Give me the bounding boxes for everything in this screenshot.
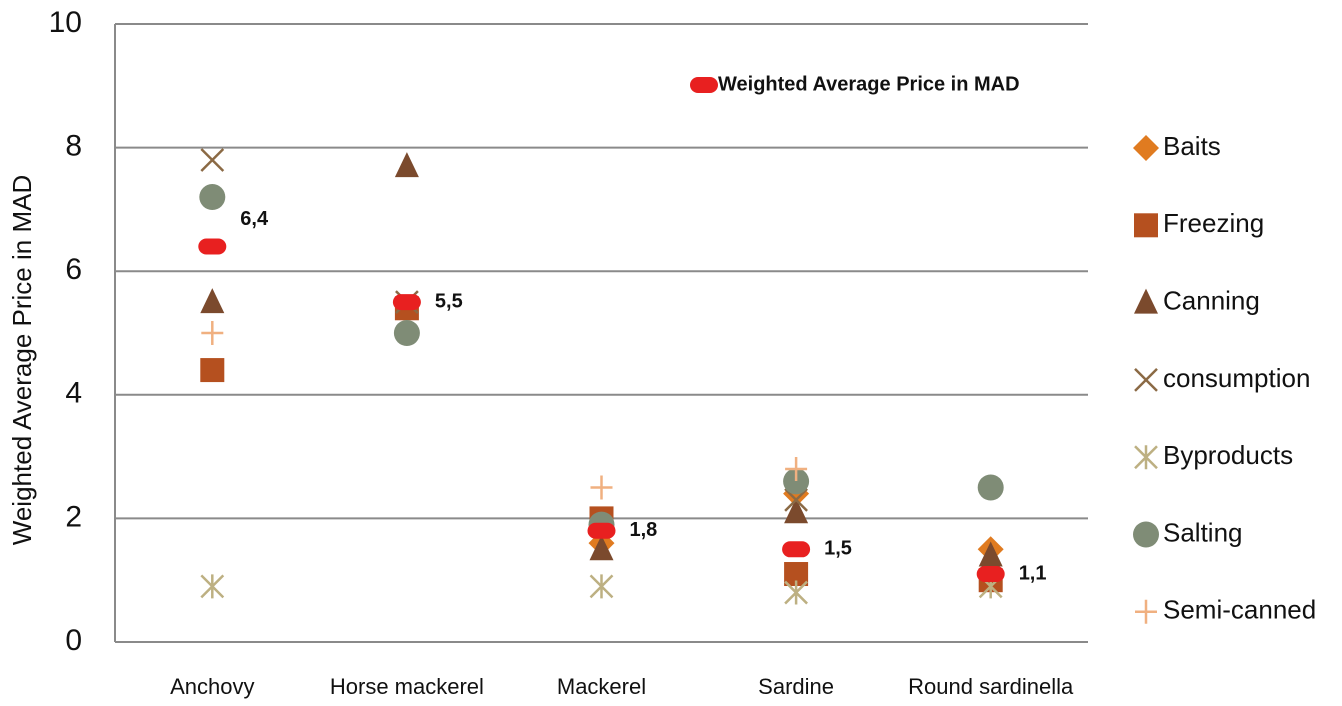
marker-plus bbox=[785, 456, 808, 481]
marker-circle bbox=[977, 474, 1004, 501]
legend-label: Byproducts bbox=[1163, 440, 1293, 470]
marker-plus bbox=[590, 475, 613, 500]
marker-triangle bbox=[1134, 288, 1158, 314]
marker-square bbox=[200, 358, 225, 383]
y-tick-label: 10 bbox=[49, 6, 82, 39]
x-tick-label: Anchovy bbox=[170, 674, 254, 699]
marker-asterisk bbox=[784, 580, 808, 605]
marker-pill bbox=[976, 566, 1005, 583]
marker-circle bbox=[393, 320, 420, 346]
marker-circle bbox=[199, 184, 226, 211]
x-tick-label: Round sardinella bbox=[908, 674, 1074, 699]
marker-circle bbox=[783, 468, 810, 495]
legend-label: Baits bbox=[1163, 131, 1221, 161]
marker-triangle bbox=[200, 288, 225, 314]
marker-triangle bbox=[784, 498, 809, 524]
marker-pill bbox=[782, 541, 811, 558]
marker-pill bbox=[392, 294, 421, 311]
y-tick-label: 4 bbox=[65, 377, 82, 410]
y-tick-label: 0 bbox=[65, 624, 82, 657]
legend-label: Weighted Average Price in MAD bbox=[718, 73, 1020, 95]
marker-diamond bbox=[1133, 135, 1159, 161]
y-tick-label: 6 bbox=[65, 253, 82, 286]
y-tick-label: 8 bbox=[65, 130, 82, 163]
data-label: 1,5 bbox=[824, 538, 852, 560]
y-tick-label: 2 bbox=[65, 500, 82, 533]
y-axis-title: Weighted Average Price in MAD bbox=[7, 175, 37, 545]
marker-pill bbox=[198, 238, 227, 255]
marker-asterisk bbox=[200, 574, 225, 599]
marker-plus bbox=[1135, 599, 1157, 624]
marker-x bbox=[784, 487, 808, 512]
x-tick-label: Horse mackerel bbox=[330, 674, 484, 699]
x-tick-label: Sardine bbox=[758, 674, 834, 699]
marker-asterisk bbox=[589, 574, 614, 599]
data-label: 1,8 bbox=[630, 519, 658, 541]
legend-label: consumption bbox=[1163, 363, 1310, 393]
data-label: 5,5 bbox=[435, 290, 463, 312]
marker-triangle bbox=[978, 541, 1003, 567]
legend-label: Semi-canned bbox=[1163, 595, 1316, 625]
legend-label: Freezing bbox=[1163, 208, 1264, 238]
legend-label: Canning bbox=[1163, 285, 1260, 315]
marker-triangle bbox=[589, 535, 614, 561]
marker-square bbox=[1134, 213, 1158, 238]
data-label: 6,4 bbox=[240, 208, 269, 230]
marker-asterisk bbox=[1134, 445, 1158, 470]
marker-triangle bbox=[394, 152, 419, 178]
marker-x bbox=[1134, 368, 1158, 392]
marker-x bbox=[200, 148, 225, 172]
marker-plus bbox=[201, 321, 224, 345]
marker-pill bbox=[690, 77, 718, 93]
legend-label: Salting bbox=[1163, 517, 1243, 547]
x-tick-label: Mackerel bbox=[557, 674, 646, 699]
data-label: 1,1 bbox=[1019, 562, 1047, 584]
marker-pill bbox=[587, 522, 616, 539]
marker-circle bbox=[1133, 521, 1159, 548]
